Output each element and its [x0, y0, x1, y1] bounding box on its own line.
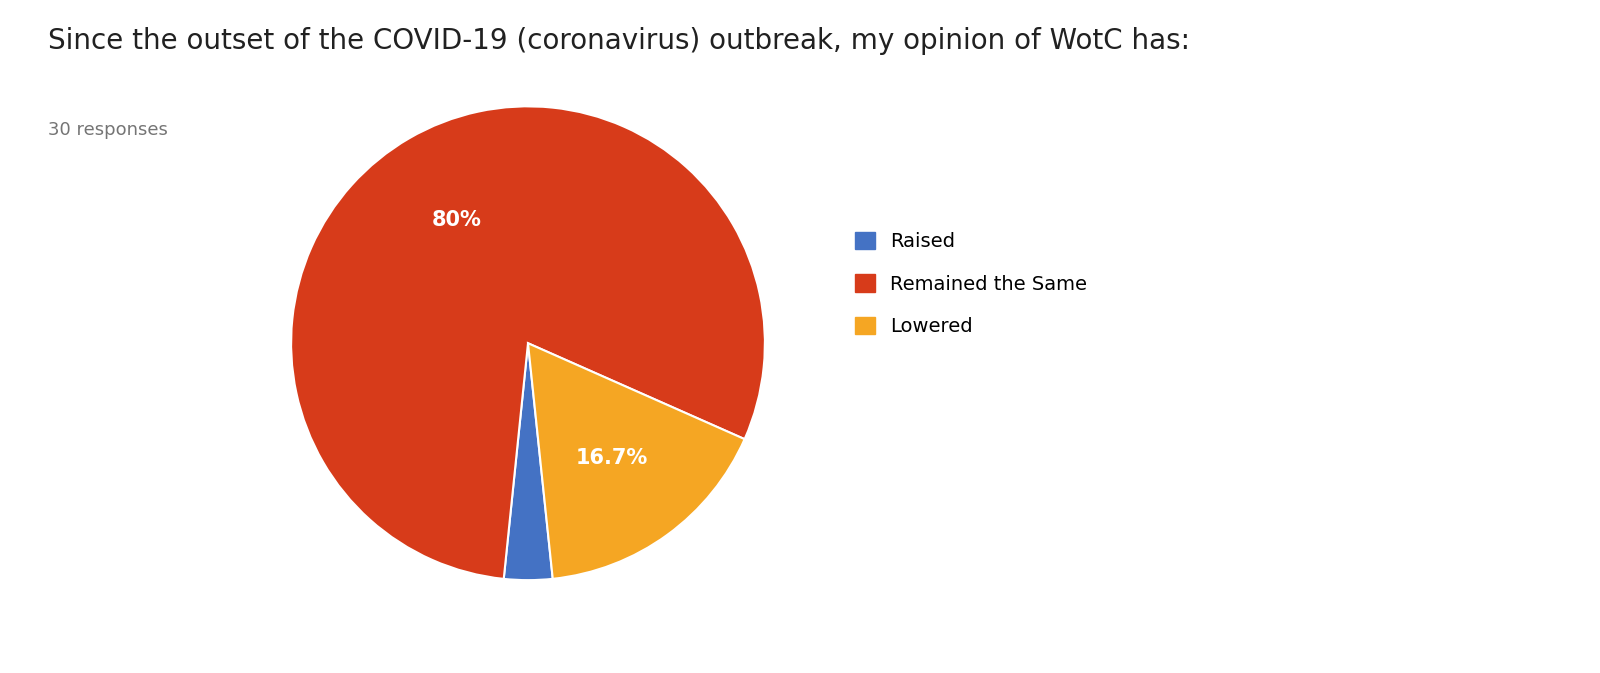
Text: 80%: 80% [432, 210, 482, 230]
Wedge shape [291, 106, 765, 579]
Legend: Raised, Remained the Same, Lowered: Raised, Remained the Same, Lowered [846, 222, 1098, 346]
Wedge shape [504, 343, 552, 580]
Wedge shape [528, 343, 744, 579]
Text: 16.7%: 16.7% [576, 448, 648, 468]
Text: 30 responses: 30 responses [48, 121, 168, 139]
Text: Since the outset of the COVID-19 (coronavirus) outbreak, my opinion of WotC has:: Since the outset of the COVID-19 (corona… [48, 27, 1190, 55]
